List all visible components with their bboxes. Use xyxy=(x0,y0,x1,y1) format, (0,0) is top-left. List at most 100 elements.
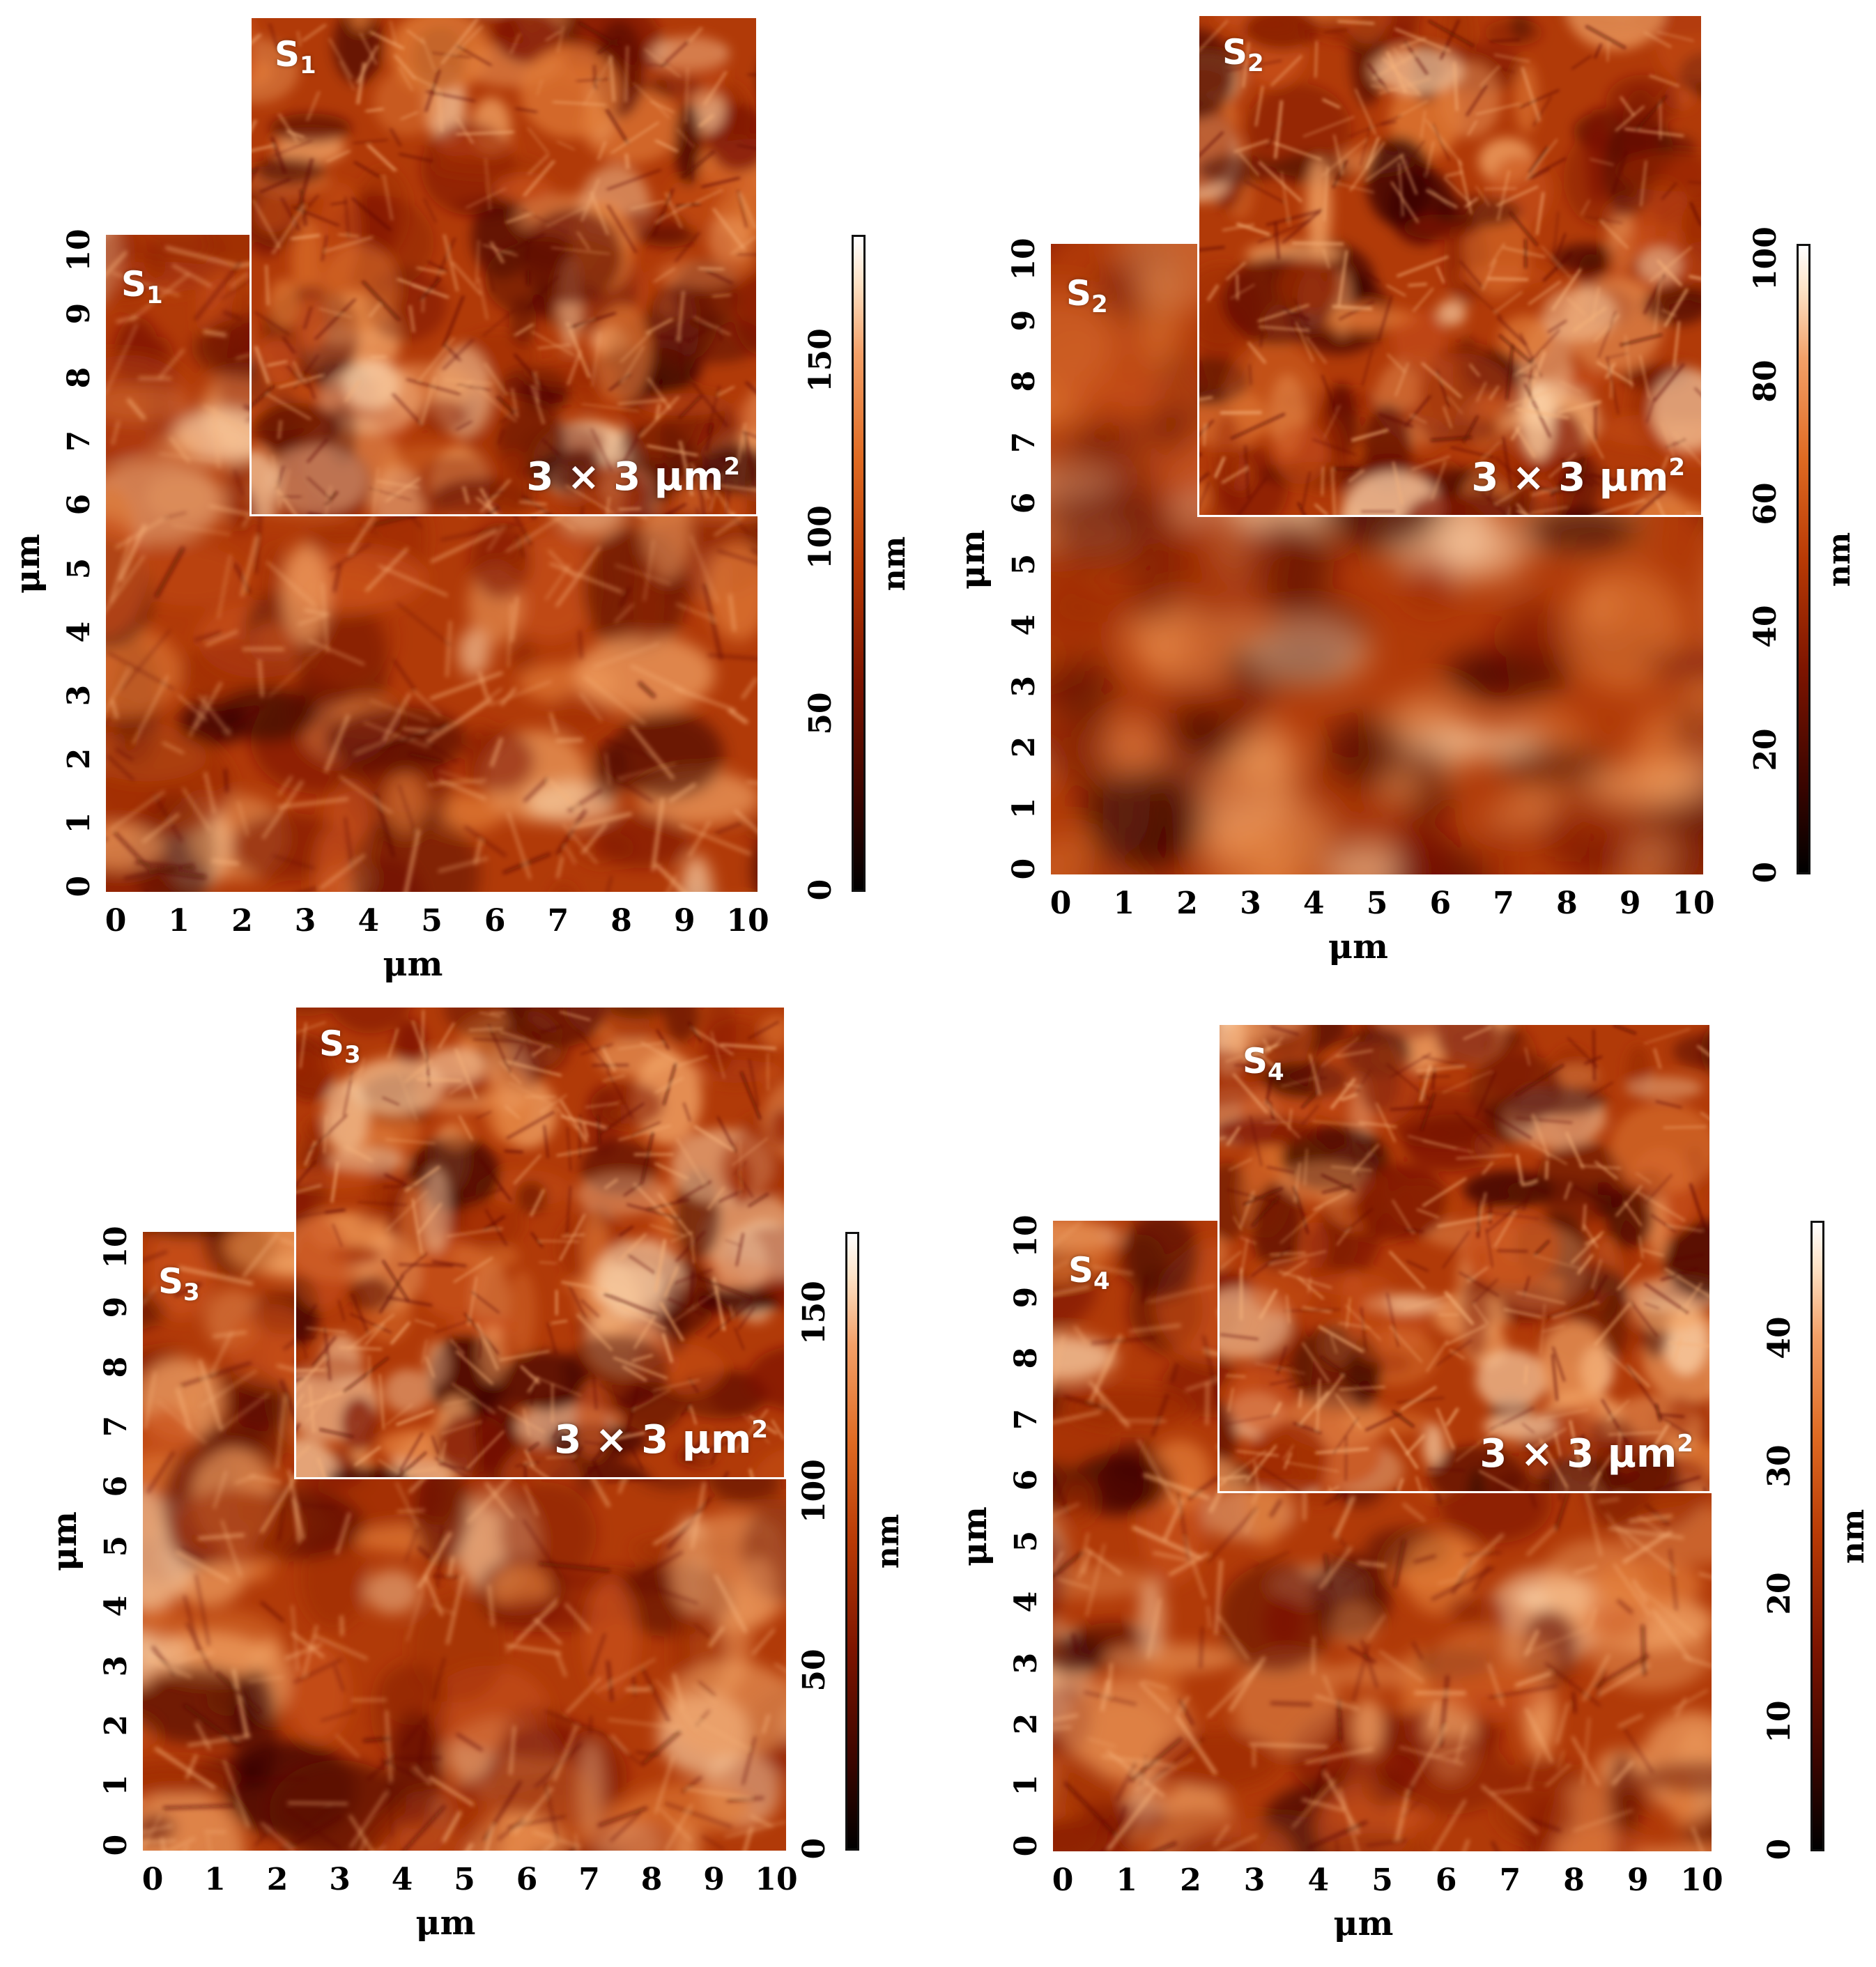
sample-number: 4 xyxy=(1268,1058,1284,1086)
afm-texture xyxy=(252,18,756,514)
x-tick-label: 5 xyxy=(454,1862,475,1897)
colorbar-unit: nm xyxy=(877,536,912,591)
y-axis-label: μm xyxy=(955,1506,994,1566)
x-tick-label: 1 xyxy=(204,1862,226,1897)
sample-label: S2 xyxy=(1066,276,1108,316)
colorbar-unit: nm xyxy=(1836,1509,1871,1564)
y-tick-label: 2 xyxy=(98,1715,134,1736)
colorbar-tick-label: 40 xyxy=(1762,1316,1797,1359)
x-tick-label: 1 xyxy=(1113,886,1135,921)
sample-letter: S xyxy=(1243,1041,1268,1081)
y-tick-label: 1 xyxy=(61,812,97,833)
y-tick-label: 6 xyxy=(61,493,97,516)
y-axis-label: μm xyxy=(8,533,47,594)
x-tick-label: 0 xyxy=(141,1862,164,1897)
scan-size-label: 3 × 3 μm2 xyxy=(526,455,740,497)
colorbar-unit: nm xyxy=(870,1513,906,1569)
height-colorbar xyxy=(1797,244,1810,874)
colorbar-tick-label: 40 xyxy=(1748,605,1783,649)
y-tick-label: 6 xyxy=(98,1475,134,1497)
y-tick-label: 4 xyxy=(61,621,97,643)
afm-height-map-3um-inset xyxy=(294,1005,786,1479)
scan-size-exponent: 2 xyxy=(1668,454,1685,481)
colorbar-tick-label: 20 xyxy=(1762,1572,1797,1615)
scan-size-label: 3 × 3 μm2 xyxy=(554,1418,768,1460)
afm-texture xyxy=(1220,1025,1709,1491)
colorbar-tick-label: 10 xyxy=(1762,1699,1797,1743)
scan-size-text: 3 × 3 μm xyxy=(1471,455,1669,500)
colorbar-tick-label: 100 xyxy=(797,1459,832,1524)
x-tick-label: 8 xyxy=(640,1862,663,1897)
y-tick-label: 4 xyxy=(1008,1591,1044,1613)
x-tick-label: 0 xyxy=(1050,886,1072,921)
colorbar-tick-label: 0 xyxy=(1762,1838,1797,1860)
sample-label: S3 xyxy=(158,1264,200,1304)
sample-label: S1 xyxy=(121,267,163,307)
sample-letter: S xyxy=(319,1024,345,1064)
colorbar-tick-label: 0 xyxy=(803,879,838,901)
y-tick-label: 3 xyxy=(98,1655,134,1676)
y-tick-label: 6 xyxy=(1008,1469,1044,1491)
y-tick-label: 0 xyxy=(61,875,97,897)
sample-label: S3 xyxy=(319,1026,361,1067)
x-tick-label: 3 xyxy=(329,1862,351,1897)
height-colorbar xyxy=(852,235,866,892)
x-tick-label: 8 xyxy=(610,903,632,939)
sample-number: 2 xyxy=(1247,49,1264,77)
x-tick-label: 9 xyxy=(703,1862,725,1897)
x-tick-label: 8 xyxy=(1563,1862,1585,1898)
x-tick-label: 1 xyxy=(1116,1862,1137,1898)
height-colorbar xyxy=(1810,1221,1824,1851)
scan-size-exponent: 2 xyxy=(751,1416,768,1444)
colorbar-tick-label: 100 xyxy=(1748,226,1783,291)
sample-label: S2 xyxy=(1222,35,1264,75)
colorbar-tick-label: 0 xyxy=(797,1837,832,1860)
x-tick-label: 4 xyxy=(391,1862,413,1897)
scan-size-text: 3 × 3 μm xyxy=(526,454,724,500)
x-tick-label: 6 xyxy=(1429,886,1452,921)
sample-number: 4 xyxy=(1093,1267,1110,1295)
x-tick-label: 3 xyxy=(294,903,316,939)
sample-letter: S xyxy=(121,264,147,304)
y-tick-label: 8 xyxy=(1006,370,1042,392)
x-axis-label: μm xyxy=(383,945,443,984)
y-axis-label: μm xyxy=(45,1511,84,1571)
x-tick-label: 10 xyxy=(1680,1862,1723,1898)
y-tick-label: 4 xyxy=(1006,614,1042,636)
sample-label: S1 xyxy=(275,37,316,77)
sample-letter: S xyxy=(275,34,300,75)
y-tick-label: 2 xyxy=(1008,1713,1044,1735)
sample-letter: S xyxy=(158,1261,184,1302)
y-tick-label: 0 xyxy=(1008,1835,1044,1857)
colorbar-tick-label: 150 xyxy=(797,1280,832,1345)
y-tick-label: 3 xyxy=(1008,1652,1044,1674)
scan-size-exponent: 2 xyxy=(1677,1430,1693,1458)
x-tick-label: 7 xyxy=(1493,886,1514,921)
x-tick-label: 7 xyxy=(547,903,569,939)
y-tick-label: 10 xyxy=(1008,1214,1044,1258)
x-tick-label: 5 xyxy=(1366,886,1388,921)
colorbar-tick-label: 60 xyxy=(1748,482,1783,525)
afm-height-map-3um-inset xyxy=(249,16,758,516)
x-tick-label: 9 xyxy=(1619,886,1641,921)
sample-number: 1 xyxy=(300,52,316,79)
colorbar-tick-label: 80 xyxy=(1748,360,1783,403)
y-tick-label: 3 xyxy=(61,684,97,707)
x-tick-label: 7 xyxy=(1499,1862,1521,1898)
x-tick-label: 8 xyxy=(1556,886,1578,921)
y-tick-label: 0 xyxy=(98,1834,134,1856)
x-tick-label: 3 xyxy=(1243,1862,1266,1898)
y-tick-label: 4 xyxy=(98,1595,134,1617)
x-tick-label: 0 xyxy=(1052,1862,1074,1898)
afm-height-map-3um-inset xyxy=(1197,14,1703,517)
y-tick-label: 9 xyxy=(1008,1286,1044,1308)
sample-number: 2 xyxy=(1091,291,1108,318)
y-tick-label: 5 xyxy=(98,1535,134,1557)
y-tick-label: 8 xyxy=(98,1356,134,1378)
y-tick-label: 2 xyxy=(1006,736,1042,758)
sample-number: 3 xyxy=(344,1041,361,1069)
colorbar-tick-label: 50 xyxy=(803,692,838,735)
y-tick-label: 5 xyxy=(1006,553,1042,575)
x-tick-label: 0 xyxy=(105,903,127,939)
afm-texture xyxy=(1199,16,1701,515)
